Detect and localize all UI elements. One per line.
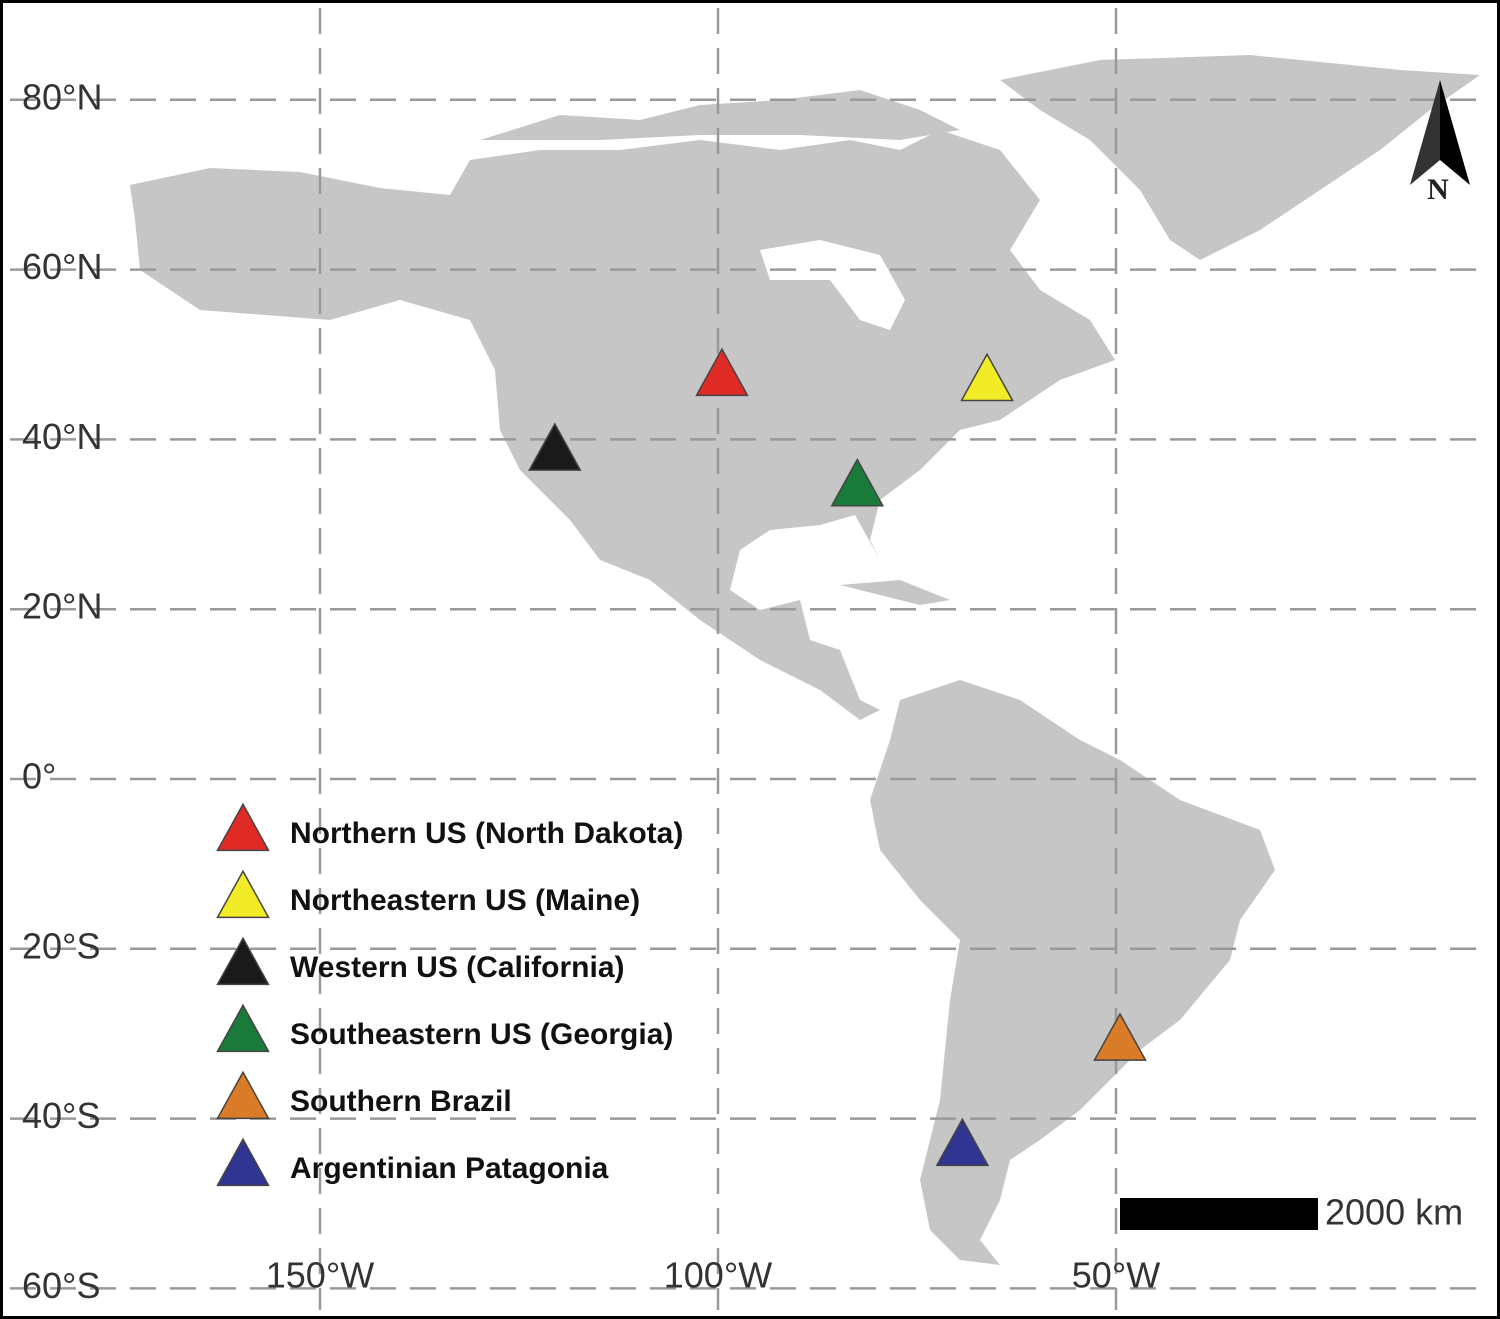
site-marker (695, 347, 749, 397)
north-label: N (1427, 173, 1449, 206)
cuba (840, 580, 950, 605)
north-arrow: N (1410, 80, 1470, 206)
scale-bar-label: 2000 km (1325, 1192, 1463, 1233)
site-marker (528, 422, 582, 471)
site-marker (830, 457, 885, 507)
lat-label: 20°N (22, 586, 102, 627)
lat-label: 0° (22, 756, 56, 797)
legend-label: Argentinian Patagonia (290, 1152, 609, 1185)
legend: Northern US (North Dakota) Northeastern U… (216, 802, 683, 1187)
legend-marker (216, 1137, 270, 1187)
site-marker (1093, 1012, 1147, 1061)
legend-marker (216, 869, 270, 919)
legend-marker (216, 936, 270, 986)
lon-label: 150°W (266, 1255, 374, 1296)
sites (528, 347, 1147, 1167)
scale-bar-rect (1120, 1198, 1318, 1230)
graticule-labels: 80°N 60°N 40°N 20°N 0° 20°S 40°S 60°S 150°W 100°W… (22, 76, 1160, 1306)
lon-label: 100°W (664, 1255, 772, 1296)
legend-label: Southern Brazil (290, 1085, 512, 1118)
legend-label: Northern US (North Dakota) (290, 817, 683, 850)
lat-label: 80°N (22, 76, 102, 117)
site-marker (960, 352, 1014, 402)
legend-marker (216, 1003, 270, 1053)
north-arrow-left (1410, 80, 1440, 185)
scale-bar: 2000 km (1120, 1192, 1463, 1233)
legend-label: Southeastern US (Georgia) (290, 1018, 673, 1051)
site-marker (935, 1117, 990, 1167)
lat-label: 60°N (22, 246, 102, 287)
lat-label: 40°N (22, 416, 102, 457)
lat-label: 60°S (22, 1265, 100, 1306)
lat-label: 20°S (22, 925, 100, 966)
lon-label: 50°W (1072, 1255, 1160, 1296)
greenland (1000, 55, 1480, 260)
hudson-bay (760, 240, 905, 330)
legend-label: Western US (California) (290, 951, 625, 984)
north-arrow-right (1440, 80, 1470, 185)
legend-label: Northeastern US (Maine) (290, 884, 640, 917)
legend-marker (216, 1070, 270, 1120)
arctic-islands (480, 90, 960, 140)
legend-marker (216, 802, 270, 852)
lat-label: 40°S (22, 1095, 100, 1136)
